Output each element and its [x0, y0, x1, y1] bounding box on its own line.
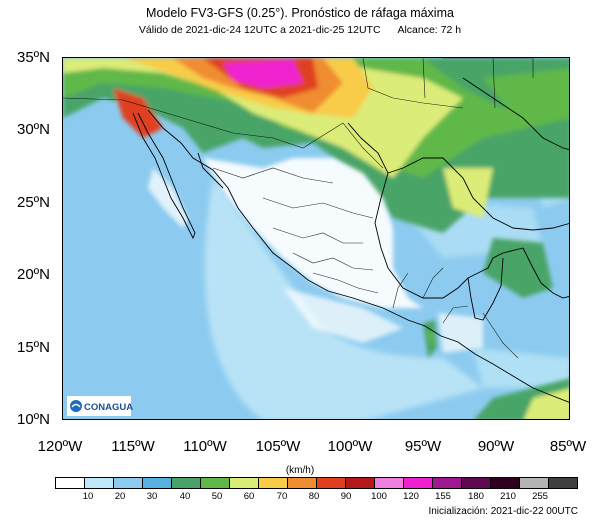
colorbar-label: 40	[179, 491, 191, 502]
interior-low-gust	[148, 158, 483, 353]
colorbar-label: 30	[146, 491, 158, 502]
colorbar-segment	[317, 478, 346, 488]
colorbar-label: 210	[500, 491, 516, 502]
colorbar-label: 60	[243, 491, 255, 502]
colorbar-label: 100	[371, 491, 387, 502]
colorbar-segment	[346, 478, 375, 488]
colorbar-label: 255	[532, 491, 548, 502]
colorbar-segment	[491, 478, 520, 488]
colorbar-segment	[375, 478, 404, 488]
forecast-range: Alcance: 72 h	[397, 24, 462, 36]
lon-label-90w: 90ºW	[477, 438, 515, 455]
colorbar-label: 155	[435, 491, 451, 502]
colorbar-label: 10	[82, 491, 94, 502]
colorbar-segment	[56, 478, 85, 488]
colorbar-label: 120	[403, 491, 419, 502]
validity-period: Válido de 2021-dic-24 12UTC a 2021-dic-2…	[138, 24, 381, 36]
colorbar-label: 50	[211, 491, 223, 502]
colorbar-segment	[172, 478, 201, 488]
colorbar-segment	[404, 478, 433, 488]
lat-label-35n: 35ºN	[17, 49, 50, 66]
lon-label-110w: 110ºW	[183, 438, 227, 455]
map-subtitle: Válido de 2021-dic-24 12UTC a 2021-dic-2…	[0, 24, 600, 36]
colorbar-segment	[433, 478, 462, 488]
colorbar-label: 80	[308, 491, 320, 502]
lat-label-30n: 30ºN	[17, 121, 50, 138]
colorbar-segment	[201, 478, 230, 488]
coastlines	[132, 77, 569, 403]
wind-gust-map: CONAGUA	[62, 57, 570, 420]
lon-label-120w: 120ºW	[37, 438, 83, 455]
colorbar-segment	[114, 478, 143, 488]
colorbar-label: 180	[468, 491, 484, 502]
map-title: Modelo FV3-GFS (0.25°). Pronóstico de rá…	[146, 6, 454, 20]
colorbar-segment	[549, 478, 577, 488]
tehuantepec-jet	[423, 320, 437, 358]
colorbar-label: 20	[114, 491, 126, 502]
lon-label-105w: 105ºW	[255, 438, 301, 455]
land-gust-field	[63, 58, 569, 298]
lat-label-10n: 10ºN	[17, 411, 50, 428]
lon-label-95w: 95ºW	[404, 438, 442, 455]
map-canvas: CONAGUA	[63, 58, 569, 419]
colorbar-label: 90	[340, 491, 352, 502]
lat-label-20n: 20ºN	[17, 266, 50, 283]
lat-label-15n: 15ºN	[17, 339, 50, 356]
state-borders	[63, 58, 534, 359]
colorbar-segment	[143, 478, 172, 488]
lon-label-85w: 85ºW	[549, 438, 587, 455]
colorbar-segment	[85, 478, 114, 488]
initialization-time: Inicialización: 2021-dic-22 00UTC	[428, 506, 578, 517]
lat-label-25n: 25ºN	[17, 194, 50, 211]
colorbar-segment	[230, 478, 259, 488]
conagua-logo-text: CONAGUA	[84, 402, 133, 413]
lon-label-100w: 100ºW	[327, 438, 373, 455]
colorbar-label: 70	[276, 491, 288, 502]
colorbar-segment	[259, 478, 288, 488]
colorbar-segment	[462, 478, 491, 488]
colorbar-segment	[288, 478, 317, 488]
colorbar-segment	[520, 478, 549, 488]
colorbar	[55, 477, 578, 489]
lon-label-115w: 115ºW	[111, 438, 155, 455]
colorbar-unit: (km/h)	[285, 465, 315, 476]
south-pacific-gusts	[474, 378, 569, 419]
conagua-logo: CONAGUA	[67, 396, 133, 416]
